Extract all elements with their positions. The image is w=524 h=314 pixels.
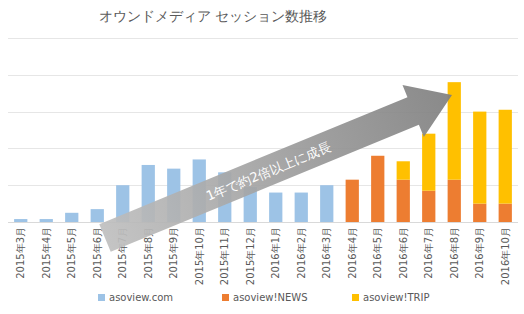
x-tick-label: 2016年3月 xyxy=(321,227,332,279)
x-tick-label: 2016年10月 xyxy=(500,227,511,285)
bar xyxy=(473,204,486,222)
x-tick-label: 2016年9月 xyxy=(474,227,485,279)
x-tick-label: 2016年1月 xyxy=(270,227,281,279)
bar xyxy=(40,219,53,222)
grid-line xyxy=(8,112,518,113)
annotation-arrow: 1年で約2倍以上に成長 xyxy=(94,69,462,264)
x-tick-label: 2015年5月 xyxy=(66,227,77,279)
bar xyxy=(269,193,282,222)
grid-line xyxy=(8,38,518,39)
bar xyxy=(397,180,410,222)
x-tick-label: 2016年4月 xyxy=(347,227,358,279)
bar xyxy=(422,134,435,191)
x-tick-label: 2015年12月 xyxy=(245,227,256,285)
x-tick-labels: 2015年3月2015年4月2015年5月2015年6月2015年7月2015年… xyxy=(15,227,511,285)
grid-line xyxy=(8,75,518,76)
x-tick-label: 2015年11月 xyxy=(219,227,230,285)
bar xyxy=(448,180,461,222)
bar xyxy=(397,161,410,179)
bar xyxy=(91,209,104,222)
x-tick-label: 2015年4月 xyxy=(41,227,52,279)
grid-line xyxy=(8,222,518,223)
legend-label: asoview.com xyxy=(109,292,173,303)
annotation-text: 1年で約2倍以上に成長 xyxy=(204,139,333,204)
bar xyxy=(320,185,333,222)
x-tick-label: 2016年7月 xyxy=(423,227,434,279)
legend: asoview.com asoview!NEWS asoview!TRIP xyxy=(98,292,430,303)
bar xyxy=(295,193,308,222)
x-tick-label: 2016年6月 xyxy=(398,227,409,279)
x-axis-line xyxy=(8,222,518,223)
grid-line xyxy=(8,148,518,149)
x-tick-label: 2015年10月 xyxy=(194,227,205,285)
x-tick-label: 2015年6月 xyxy=(92,227,103,279)
legend-swatch xyxy=(352,294,359,301)
x-tick-label: 2016年2月 xyxy=(296,227,307,279)
chart-svg: オウンドメディア セッション数推移 2015年3月 2015年4月 2015年5月 20… xyxy=(0,0,524,314)
x-tick-label: 2015年3月 xyxy=(15,227,26,279)
bar xyxy=(499,110,512,204)
legend-label: asoview!TRIP xyxy=(363,292,430,303)
bar xyxy=(422,191,435,222)
bar xyxy=(499,204,512,222)
bar xyxy=(65,213,78,222)
x-tick-label: 2016年8月 xyxy=(449,227,460,279)
bar xyxy=(371,156,384,222)
bar xyxy=(14,219,27,222)
legend-swatch xyxy=(98,294,105,301)
bar xyxy=(346,180,359,222)
chart-title: オウンドメディア セッション数推移 xyxy=(99,8,327,24)
bar xyxy=(473,112,486,204)
grid xyxy=(8,39,518,223)
x-tick-label: 2015年9月 xyxy=(168,227,179,279)
legend-label: asoview!NEWS xyxy=(233,292,308,303)
chart-container: オウンドメディア セッション数推移 2015年3月 2015年4月 2015年5月 20… xyxy=(0,0,524,314)
x-tick-label: 2016年5月 xyxy=(372,227,383,279)
legend-swatch xyxy=(222,294,229,301)
arrow-shape xyxy=(94,69,462,264)
